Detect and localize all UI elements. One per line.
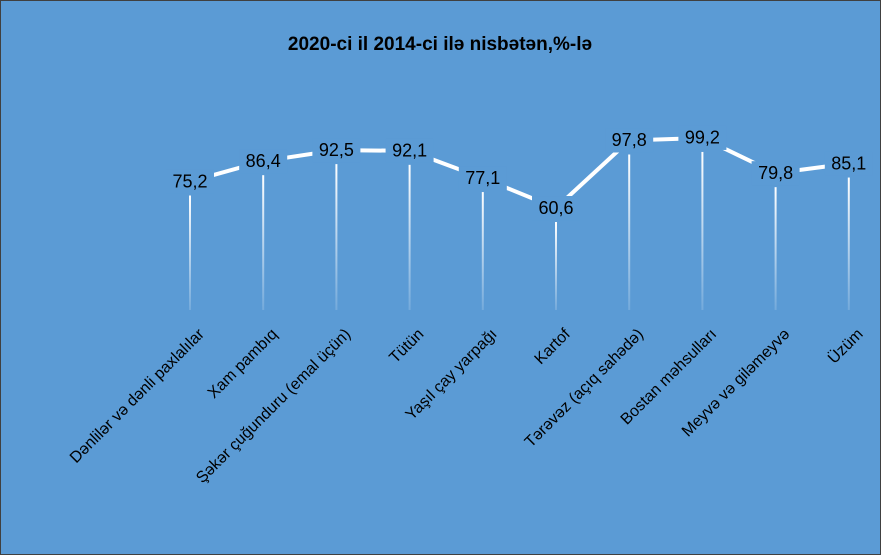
drop-line [701, 151, 704, 310]
value-label: 97,8 [612, 130, 647, 150]
value-label-bg [458, 166, 507, 191]
drop-line [847, 177, 850, 310]
value-label-bg [605, 128, 654, 153]
value-label-bg [385, 138, 434, 163]
drop-line [262, 175, 265, 310]
value-label: 99,2 [685, 128, 720, 148]
drop-line [774, 187, 777, 310]
value-label-bg [239, 149, 288, 174]
value-label: 86,4 [246, 151, 281, 171]
value-label-bg [751, 161, 800, 186]
drop-line [335, 164, 338, 310]
drop-line [628, 154, 631, 310]
value-label: 92,1 [392, 141, 427, 161]
value-label-bg [824, 151, 873, 176]
drop-line [189, 195, 191, 310]
value-label-bg [312, 138, 361, 163]
line-series [189, 135, 850, 211]
value-label: 77,1 [465, 168, 500, 188]
value-label-bg [166, 169, 214, 194]
value-label: 60,6 [538, 198, 573, 218]
drop-line [408, 164, 411, 310]
value-label: 75,2 [172, 171, 207, 191]
value-label: 79,8 [758, 163, 793, 183]
value-label-bg [532, 196, 580, 221]
value-label: 85,1 [831, 153, 866, 173]
drop-line [481, 192, 484, 310]
chart-title: 2020-ci il 2014-ci ilə nisbətən,%-lə [288, 34, 592, 55]
value-label-bg [678, 125, 727, 150]
drop-line [555, 222, 557, 310]
value-label: 92,5 [319, 140, 354, 160]
